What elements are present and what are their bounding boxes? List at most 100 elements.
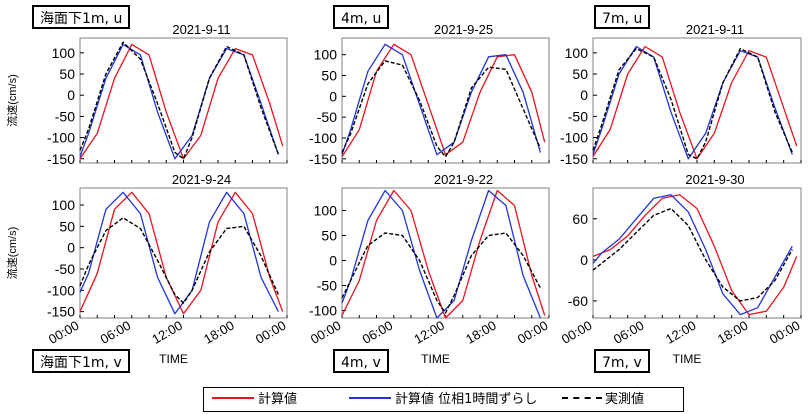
series-calc-line xyxy=(341,43,546,158)
legend-calc-label: 計算値 xyxy=(258,392,298,407)
chart-title: 2021-9-25 xyxy=(434,22,493,37)
chart-panel-2: 2021-9-25 100 50 0 -50 -100 -150 xyxy=(309,22,550,167)
tag-4m-v: 4m, v xyxy=(333,349,389,373)
chart-title: 2021-9-11 xyxy=(172,22,230,37)
y-axis-label: 流速(cm/s) xyxy=(5,74,19,127)
y-tick-label: 50 xyxy=(321,68,337,84)
y-tick-label: -50 xyxy=(317,278,337,294)
tag-7m-u: 7m, u xyxy=(594,5,651,29)
x-tick-label: 06:00 xyxy=(98,318,134,347)
series-shifted-line xyxy=(79,43,280,160)
y-tick-label: -50 xyxy=(317,109,337,125)
y-tick-label: -150 xyxy=(47,151,75,167)
series-shifted-line xyxy=(79,191,279,315)
series-observed-line xyxy=(341,60,542,158)
x-tick-label: 00:00 xyxy=(308,318,344,347)
tag-4m-u: 4m, u xyxy=(333,5,390,29)
plot-frame xyxy=(592,37,802,164)
y-tick-label: 0 xyxy=(580,252,588,268)
legend-shifted-swatch xyxy=(349,397,391,399)
y-tick-label: 60 xyxy=(572,211,588,227)
y-tick-label: 100 xyxy=(314,203,338,219)
plot-frame xyxy=(592,187,802,319)
y-tick-label: -100 xyxy=(309,303,337,319)
y-tick-label: -150 xyxy=(560,151,588,167)
y-tick-label: 100 xyxy=(52,197,76,213)
series-calc-line xyxy=(592,45,798,160)
y-tick-label: 50 xyxy=(59,218,75,234)
y-tick-label: 0 xyxy=(67,240,75,256)
chart-title: 2021-9-11 xyxy=(686,22,744,37)
legend-shifted-label: 計算値 位相1時間ずらし xyxy=(395,392,538,407)
y-tick-label: 50 xyxy=(321,228,337,244)
y-tick-label: -50 xyxy=(568,108,588,124)
x-axis-label: TIME xyxy=(421,352,450,366)
series-observed-line xyxy=(592,207,793,302)
x-tick-label: 18:00 xyxy=(463,318,499,347)
x-tick-label: 00:00 xyxy=(253,318,289,347)
series-calc-line xyxy=(341,189,546,319)
y-tick-label: 50 xyxy=(59,66,75,82)
y-tick-label: 100 xyxy=(314,47,338,63)
x-tick-label: 18:00 xyxy=(201,318,237,347)
y-tick-label: -150 xyxy=(309,151,337,167)
y-tick-label: 50 xyxy=(572,66,588,82)
series-calc-line xyxy=(79,191,284,315)
chart-title: 2021-9-30 xyxy=(685,172,744,187)
series-observed-line xyxy=(341,232,542,314)
chart-panel-3: 2021-9-11 100 50 0 -50 -100 -150 xyxy=(560,22,802,167)
series-shifted-line xyxy=(341,189,542,319)
y-tick-label: 100 xyxy=(52,45,76,61)
legend-observed-label: 実測値 xyxy=(605,392,645,407)
x-tick-label: 12:00 xyxy=(149,318,185,347)
series-observed-line xyxy=(79,41,280,160)
x-tick-label: 12:00 xyxy=(663,318,699,347)
plot-frame xyxy=(79,37,288,164)
y-tick-label: 0 xyxy=(329,253,337,269)
plot-frame xyxy=(79,187,288,319)
x-tick-label: 18:00 xyxy=(715,318,751,347)
series-observed-line xyxy=(592,47,793,160)
chart-title: 2021-9-24 xyxy=(172,172,231,187)
y-tick-label: -100 xyxy=(47,130,75,146)
series-shifted-line xyxy=(592,45,793,160)
legend-observed-swatch xyxy=(562,397,602,399)
y-tick-label: -100 xyxy=(560,130,588,146)
y-tick-label: -150 xyxy=(47,304,75,320)
chart-panel-6: 2021-9-30 60 0 -60 00:00 06:00 12:00 18:00 00:00… xyxy=(559,172,803,366)
y-axis-label: 流速(cm/s) xyxy=(5,227,19,280)
tag-7m-v: 7m, v xyxy=(594,349,650,373)
x-tick-label: 06:00 xyxy=(611,318,647,347)
x-tick-label: 06:00 xyxy=(360,318,396,347)
chart-title: 2021-9-22 xyxy=(434,172,493,187)
y-tick-label: 0 xyxy=(67,87,75,103)
series-calc-line xyxy=(79,43,284,160)
y-tick-label: -100 xyxy=(47,282,75,298)
series-shifted-line xyxy=(341,43,542,156)
y-tick-label: -50 xyxy=(55,108,75,124)
y-tick-label: 0 xyxy=(580,87,588,103)
series-calc-line xyxy=(592,194,798,316)
series-observed-line xyxy=(79,217,280,304)
legend: 計算値 計算値 位相1時間ずらし 実測値 xyxy=(203,387,684,412)
x-tick-label: 00:00 xyxy=(559,318,595,347)
chart-panel-1: 2021-9-11 100 50 0 -50 -100 -150 流速(cm/s) xyxy=(5,22,288,167)
y-tick-label: 0 xyxy=(329,88,337,104)
y-tick-label: -50 xyxy=(55,261,75,277)
x-axis-label: TIME xyxy=(159,352,188,366)
y-tick-label: -60 xyxy=(568,293,588,309)
legend-calc-swatch xyxy=(212,397,254,399)
x-tick-label: 00:00 xyxy=(515,318,551,347)
plot-frame xyxy=(341,37,550,164)
x-axis-label: TIME xyxy=(673,352,702,366)
y-tick-label: 100 xyxy=(565,45,589,61)
x-tick-label: 00:00 xyxy=(46,318,82,347)
series-shifted-line xyxy=(592,194,793,316)
tag-surface-v: 海面下1m, v xyxy=(32,349,130,373)
y-tick-label: -100 xyxy=(309,130,337,146)
x-tick-label: 12:00 xyxy=(411,318,447,347)
tag-surface-u: 海面下1m, u xyxy=(32,5,131,29)
